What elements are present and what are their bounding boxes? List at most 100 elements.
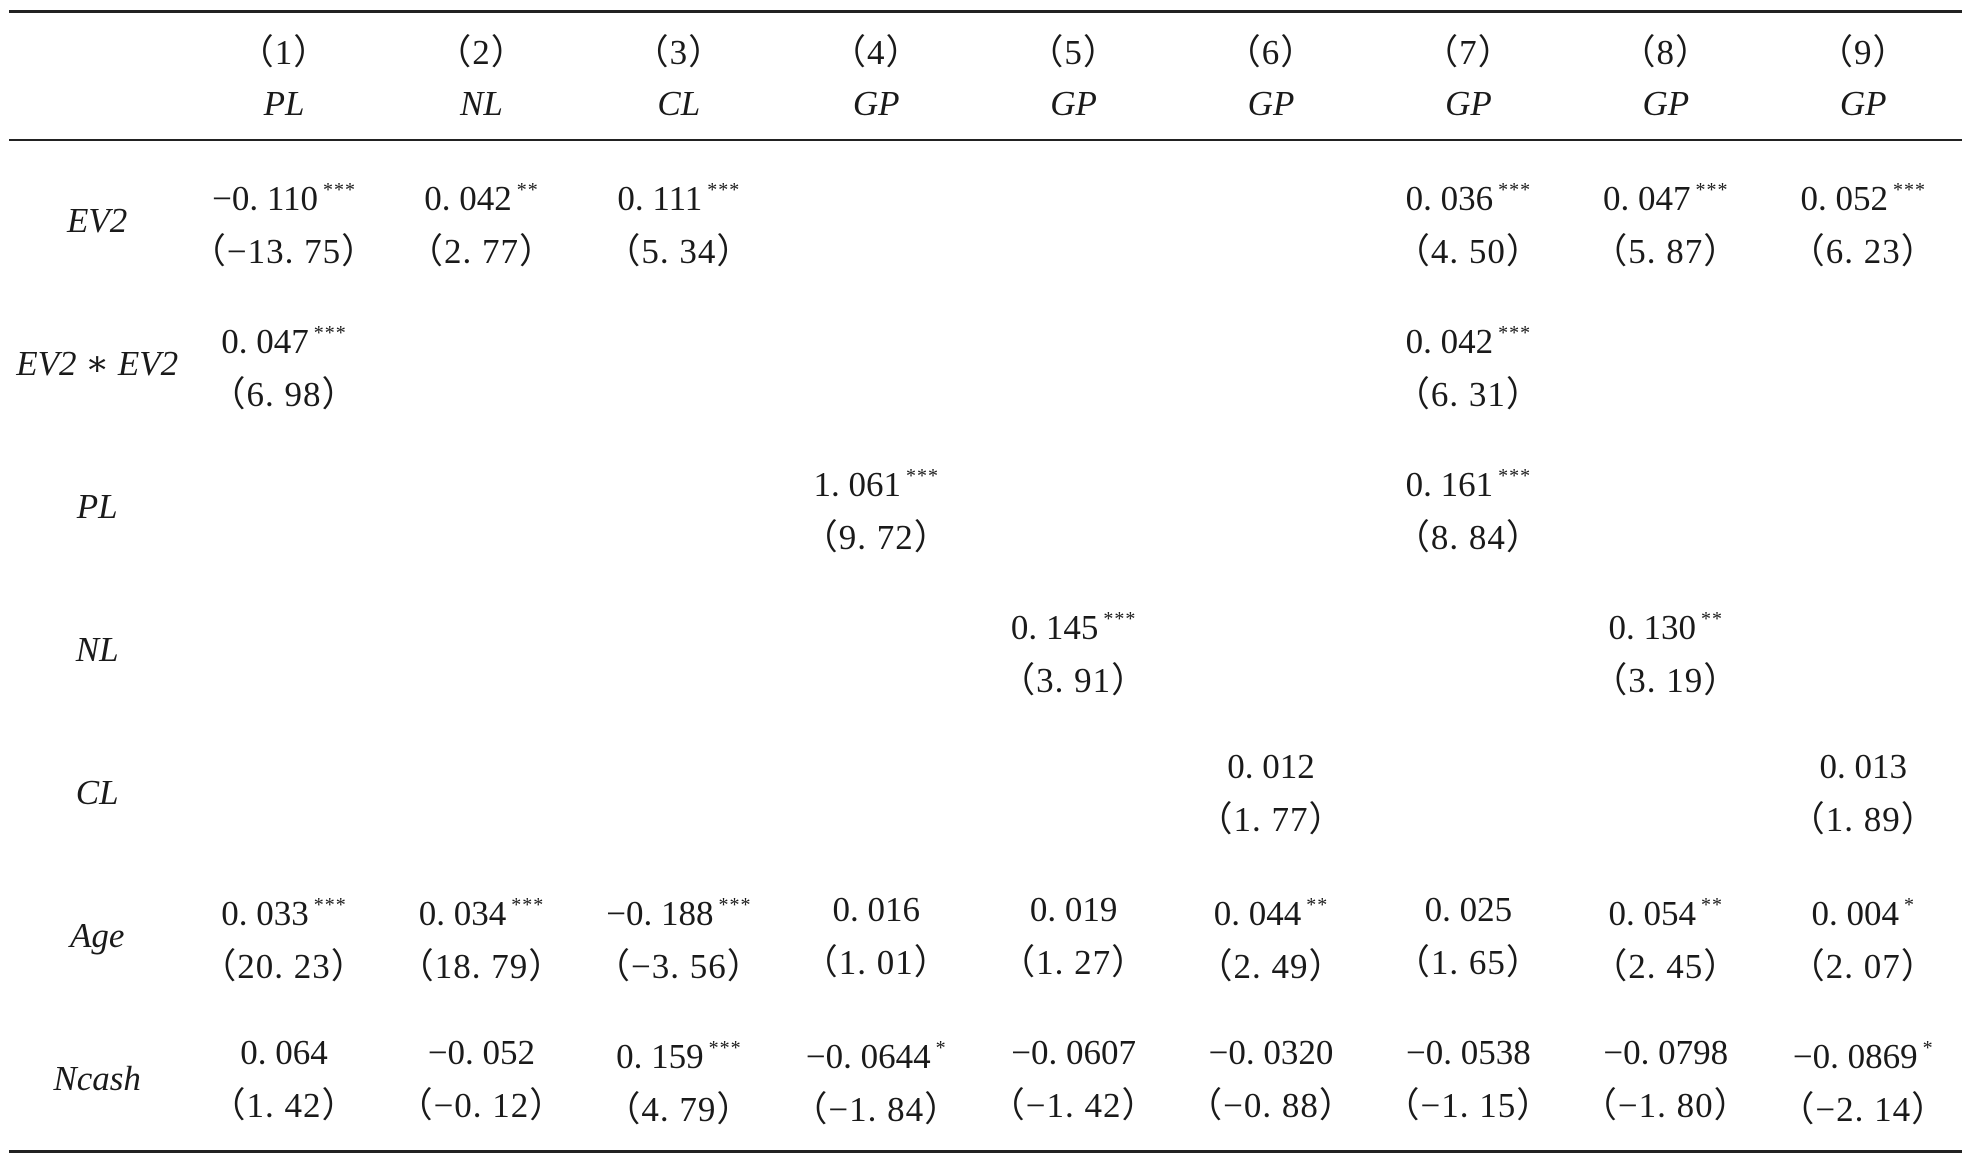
t-statistic: （5. 34）	[605, 231, 753, 271]
coefficient-value: 0. 130	[1608, 607, 1697, 647]
significance-stars: *	[1903, 893, 1915, 916]
t-statistic: （−0. 12）	[397, 1085, 566, 1125]
table-cell: 0. 012 （1. 77）	[1172, 721, 1369, 864]
top-rule	[9, 10, 1962, 14]
table-cell: −0. 0320 （−0. 88）	[1172, 1007, 1370, 1153]
coefficient-value: 0. 042	[424, 178, 512, 218]
table-cell	[1370, 721, 1567, 864]
coefficient-value: 0. 052	[1800, 178, 1888, 218]
t-statistic: （6. 23）	[1789, 231, 1937, 271]
significance-stars: **	[516, 178, 539, 201]
significance-stars: *	[1922, 1036, 1934, 1059]
t-statistic: （2. 07）	[1789, 946, 1937, 986]
table-cell: 0. 047 *** （5. 87）	[1567, 140, 1764, 292]
table-cell	[185, 435, 382, 578]
table-cell: 0. 019 （1. 27）	[975, 864, 1172, 1007]
table-cell: 1. 061 *** （9. 72）	[778, 435, 975, 578]
t-statistic: （1. 77）	[1197, 799, 1345, 839]
table-body: EV2 −0. 110 *** （−13. 75） 0. 042 ** （2. 77） 0. …	[9, 140, 1962, 1153]
significance-stars: ***	[905, 464, 939, 487]
coefficient: 0. 013	[1764, 740, 1962, 793]
table-row: EV2 −0. 110 *** （−13. 75） 0. 042 ** （2. 77） 0. …	[9, 140, 1962, 292]
row-label: EV2	[67, 200, 128, 240]
table-header: （1） （2） （3） （4） （5） （6） （7） （8） （9） PL NL CL GP GP GP…	[9, 10, 1962, 141]
table-cell	[975, 140, 1172, 292]
coefficient: −0. 0320	[1172, 1026, 1369, 1079]
coefficient-value: 0. 159	[616, 1036, 704, 1076]
table-cell: 0. 036 *** （4. 50）	[1370, 140, 1567, 292]
table-cell: 0. 064 （1. 42）	[185, 1007, 383, 1153]
table-cell: 0. 042 *** （6. 31）	[1370, 292, 1567, 435]
table-cell	[1172, 435, 1369, 578]
coefficient-value: 0. 161	[1405, 464, 1494, 504]
t-statistic: （8. 84）	[1394, 517, 1542, 557]
t-statistic: （−13. 75）	[190, 231, 378, 271]
coefficient: 0. 036 ***	[1370, 164, 1567, 225]
coefficient-value: 0. 042	[1405, 321, 1494, 361]
table-row: EV2 ∗ EV2 0. 047 *** （6. 98） 0. 042 *** （6. 31…	[9, 292, 1962, 435]
t-statistic: （1. 01）	[802, 942, 950, 982]
table-cell: 0. 034 *** （18. 79）	[383, 864, 580, 1007]
coefficient: −0. 0869 *	[1764, 1022, 1962, 1083]
t-statistic: （2. 49）	[1197, 946, 1345, 986]
table-cell	[778, 292, 975, 435]
coefficient: 0. 033 ***	[185, 879, 382, 940]
coefficient: 0. 044 **	[1172, 879, 1369, 940]
column-number: （8）	[1620, 33, 1712, 72]
coefficient: −0. 052	[383, 1026, 580, 1079]
t-statistic: （−1. 84）	[792, 1089, 961, 1129]
row-label: CL	[75, 772, 119, 812]
table-cell	[1567, 292, 1764, 435]
coefficient: 0. 130 **	[1567, 593, 1764, 654]
column-number: （6）	[1225, 33, 1317, 72]
coefficient: −0. 0644 *	[778, 1022, 975, 1083]
significance-stars: ***	[1695, 178, 1729, 201]
dependent-variable: PL	[185, 75, 383, 141]
column-number: （3）	[633, 33, 725, 72]
table-cell	[1764, 435, 1962, 578]
table-cell: 0. 044 ** （2. 49）	[1172, 864, 1369, 1007]
significance-stars: ***	[313, 893, 347, 916]
t-statistic: （9. 72）	[802, 517, 950, 557]
significance-stars: ***	[1498, 178, 1532, 201]
coefficient-value: 0. 019	[1029, 889, 1118, 929]
coefficient: 0. 042 ***	[1370, 307, 1567, 368]
table-row: NL 0. 145 *** （3. 91） 0. 130 ** （3. 19）	[9, 578, 1962, 721]
column-number: （1）	[238, 33, 330, 72]
coefficient-value: 0. 016	[832, 889, 920, 929]
coefficient-value: −0. 0538	[1406, 1032, 1531, 1072]
table-cell	[975, 435, 1172, 578]
coefficient: 0. 047 ***	[185, 307, 382, 368]
coefficient: 0. 145 ***	[975, 593, 1172, 654]
column-number: （7）	[1423, 33, 1514, 72]
dependent-variable: GP	[1764, 75, 1962, 141]
table-cell	[185, 721, 382, 864]
coefficient: 0. 161 ***	[1370, 450, 1567, 511]
dependent-variable: GP	[1172, 75, 1370, 141]
dependent-variable: GP	[1567, 75, 1765, 141]
table-cell	[1172, 140, 1369, 292]
table-cell: 0. 052 *** （6. 23）	[1764, 140, 1962, 292]
table-cell: −0. 0869 * （−2. 14）	[1764, 1007, 1962, 1153]
dependent-variable-row: PL NL CL GP GP GP GP GP GP	[9, 75, 1962, 141]
header-corner	[9, 75, 186, 141]
table-cell	[1764, 578, 1962, 721]
table-cell	[778, 721, 975, 864]
table-cell: 0. 016 （1. 01）	[778, 864, 975, 1007]
t-statistic: （18. 79）	[398, 946, 565, 986]
coefficient-value: −0. 0607	[1011, 1032, 1136, 1072]
coefficient: −0. 188 ***	[580, 879, 777, 940]
t-statistic: （−3. 56）	[594, 946, 763, 986]
table-row: PL 1. 061 *** （9. 72） 0. 161 *** （8. 84）	[9, 435, 1962, 578]
t-statistic: （4. 79）	[605, 1089, 753, 1129]
coefficient-value: −0. 0320	[1208, 1032, 1334, 1072]
coefficient: 0. 052 ***	[1764, 164, 1962, 225]
coefficient-value: 0. 145	[1010, 607, 1099, 647]
table-cell: 0. 161 *** （8. 84）	[1370, 435, 1567, 578]
table-cell	[1370, 578, 1567, 721]
table-cell	[1567, 435, 1764, 578]
coefficient-value: 0. 111	[617, 178, 703, 218]
table-cell	[778, 578, 975, 721]
t-statistic: （−1. 15）	[1384, 1085, 1553, 1125]
coefficient-value: 0. 044	[1213, 893, 1302, 933]
